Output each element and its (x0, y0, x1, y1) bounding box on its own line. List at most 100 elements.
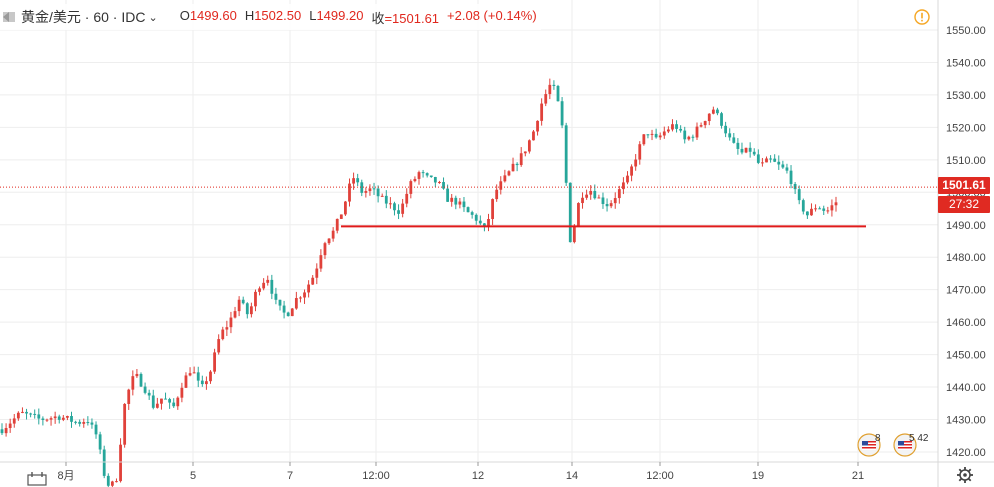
warning-icon[interactable] (914, 9, 930, 25)
candle-body (37, 414, 41, 419)
candle-body (131, 376, 135, 390)
candle-body (21, 411, 24, 413)
candle-body (728, 133, 732, 138)
candle-body (491, 199, 494, 219)
candle-body (581, 197, 584, 204)
candle-body (638, 144, 642, 160)
candle-body (605, 204, 609, 207)
candle-body (736, 142, 740, 149)
candle-body (102, 449, 106, 476)
candle-body (384, 195, 388, 204)
gear-icon[interactable] (956, 466, 974, 484)
change-value: +2.08 (+0.14%) (447, 7, 537, 23)
candle-body (176, 397, 180, 407)
us-flag-icon[interactable] (857, 433, 881, 457)
candle-body (307, 284, 311, 293)
candle-body (409, 181, 413, 194)
low-item: L1499.20 (309, 7, 364, 23)
time-tick-label: 12 (472, 470, 484, 482)
candle-body (164, 398, 167, 400)
candle-body (356, 178, 360, 183)
candle-body (12, 418, 16, 424)
candle-body (192, 372, 196, 374)
candle-body (258, 288, 261, 292)
candle-body (188, 373, 192, 376)
candle-body (278, 299, 282, 306)
candle-body (241, 299, 245, 304)
candle-body (474, 214, 478, 221)
us-flag-icon[interactable] (893, 433, 917, 457)
candle-body (61, 417, 65, 420)
candle-body (716, 109, 719, 114)
candle-body (270, 279, 274, 294)
candle-body (556, 85, 560, 102)
candle-body (454, 197, 458, 205)
candle-body (691, 136, 695, 138)
candle-body (450, 197, 454, 202)
price-axis[interactable]: 1420.00 1430.00 1440.00 1450.00 1460.00 1470.… (937, 0, 986, 487)
candle-body (319, 255, 323, 269)
candle-body (225, 327, 229, 330)
price-tick-label: 1490.00 (946, 220, 986, 232)
price-tick-label: 1530.00 (946, 90, 986, 102)
candle-body (86, 422, 90, 424)
candle-body (814, 208, 817, 210)
time-axis[interactable]: 8月 5 7 12:00 12 14 12:00 19 21 (0, 461, 994, 482)
calendar-range-icon[interactable] (27, 471, 47, 486)
candle-body (147, 392, 151, 396)
price-tick-label: 1450.00 (946, 350, 986, 362)
candle-body (401, 203, 405, 214)
symbol-title[interactable]: 黄金/美元 · 60 · IDC (21, 9, 146, 25)
candle-body (45, 419, 49, 421)
candle-body (564, 125, 568, 183)
candle-body (397, 210, 400, 214)
candle-body (540, 103, 544, 121)
candle-body (335, 218, 339, 231)
candle-body (290, 308, 294, 317)
candle-body (155, 403, 159, 408)
candle-body (527, 140, 531, 152)
candle-body (372, 188, 376, 190)
candle-body (446, 188, 450, 202)
candlesticks (0, 78, 838, 487)
candle-body (532, 131, 535, 141)
candle-body (262, 282, 266, 289)
candle-body (630, 166, 633, 176)
candle-body (429, 175, 433, 177)
chart-overlays (0, 186, 938, 228)
symbol-icon[interactable] (2, 10, 16, 24)
candle-body (360, 182, 364, 193)
price-tick-label: 1550.00 (946, 25, 986, 37)
candle-body (29, 413, 33, 415)
candle-body (822, 208, 826, 211)
candle-body (143, 386, 147, 393)
candle-body (617, 189, 621, 199)
time-tick-label: 12:00 (646, 470, 674, 482)
candle-body (168, 399, 172, 403)
candle-body (16, 412, 20, 419)
candle-body (646, 134, 650, 136)
candle-body (438, 182, 441, 184)
candle-body (90, 422, 94, 425)
time-tick-label: 5 (190, 470, 196, 482)
candle-body (8, 423, 12, 429)
candle-body (57, 416, 61, 420)
candle-body (601, 197, 605, 205)
candle-body (127, 389, 131, 404)
candle-body (687, 136, 691, 140)
candle-body (650, 133, 654, 135)
candle-body (495, 189, 499, 200)
candle-body (523, 151, 527, 154)
candle-body (254, 291, 257, 307)
candle-body (695, 126, 699, 138)
candle-body (323, 243, 327, 256)
candle-body (810, 208, 813, 216)
candle-body (699, 125, 703, 127)
candle-body (679, 128, 683, 131)
candle-body (748, 147, 752, 152)
candle-body (421, 172, 425, 174)
chevron-down-icon[interactable]: ⌄ (148, 11, 158, 24)
candle-body (339, 214, 343, 219)
candle-body (683, 130, 687, 140)
